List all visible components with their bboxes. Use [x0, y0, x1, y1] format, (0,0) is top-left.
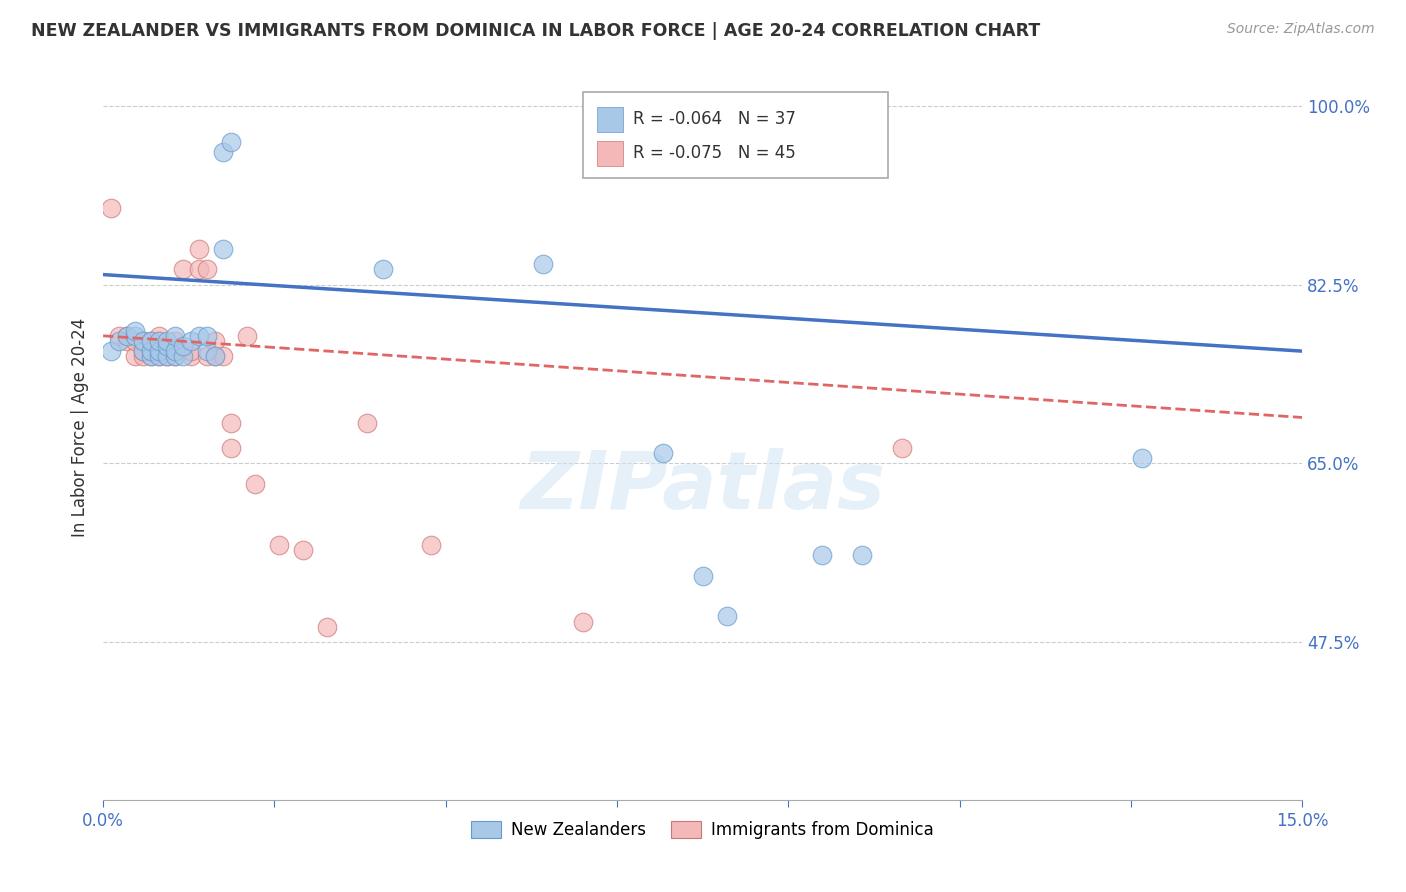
- Point: [124, 328, 146, 343]
- Point: [571, 615, 593, 629]
- Point: [195, 262, 218, 277]
- Point: [291, 543, 314, 558]
- Point: [139, 349, 162, 363]
- Point: [132, 344, 155, 359]
- Point: [188, 262, 211, 277]
- Point: [212, 145, 235, 160]
- Point: [195, 328, 218, 343]
- Point: [115, 334, 138, 348]
- Point: [1130, 451, 1153, 466]
- Point: [148, 334, 170, 348]
- Point: [124, 324, 146, 338]
- Point: [148, 349, 170, 363]
- Point: [356, 416, 378, 430]
- Point: [851, 548, 873, 562]
- Point: [811, 548, 834, 562]
- Point: [204, 349, 226, 363]
- Point: [108, 328, 131, 343]
- Point: [165, 334, 187, 348]
- Point: [132, 334, 155, 348]
- Point: [531, 257, 554, 271]
- Point: [219, 416, 242, 430]
- Text: NEW ZEALANDER VS IMMIGRANTS FROM DOMINICA IN LABOR FORCE | AGE 20-24 CORRELATION: NEW ZEALANDER VS IMMIGRANTS FROM DOMINIC…: [31, 22, 1040, 40]
- Point: [139, 344, 162, 359]
- Point: [172, 262, 194, 277]
- Point: [100, 344, 122, 359]
- Point: [156, 349, 179, 363]
- Point: [132, 344, 155, 359]
- Point: [180, 349, 202, 363]
- Point: [371, 262, 394, 277]
- Point: [132, 349, 155, 363]
- Point: [115, 328, 138, 343]
- Point: [188, 242, 211, 256]
- Point: [419, 538, 441, 552]
- Point: [139, 344, 162, 359]
- Point: [219, 441, 242, 455]
- Bar: [598, 107, 623, 131]
- Point: [148, 344, 170, 359]
- Point: [195, 344, 218, 359]
- Point: [172, 339, 194, 353]
- Point: [156, 334, 179, 348]
- Point: [148, 349, 170, 363]
- Point: [165, 344, 187, 359]
- Point: [267, 538, 290, 552]
- Point: [139, 334, 162, 348]
- Point: [132, 334, 155, 348]
- Point: [124, 349, 146, 363]
- Text: R = -0.075   N = 45: R = -0.075 N = 45: [633, 145, 796, 162]
- Point: [156, 339, 179, 353]
- Text: R = -0.064   N = 37: R = -0.064 N = 37: [633, 111, 796, 128]
- Point: [100, 201, 122, 215]
- Text: ZIPatlas: ZIPatlas: [520, 449, 886, 526]
- Point: [156, 339, 179, 353]
- Point: [180, 344, 202, 359]
- Point: [219, 135, 242, 149]
- Point: [243, 476, 266, 491]
- Point: [156, 344, 179, 359]
- Point: [236, 328, 259, 343]
- Point: [165, 349, 187, 363]
- Point: [148, 339, 170, 353]
- Point: [212, 242, 235, 256]
- Point: [165, 328, 187, 343]
- Point: [195, 349, 218, 363]
- Point: [165, 349, 187, 363]
- Point: [204, 349, 226, 363]
- Point: [115, 328, 138, 343]
- Point: [148, 344, 170, 359]
- Point: [316, 620, 339, 634]
- Bar: [598, 141, 623, 166]
- Point: [716, 609, 738, 624]
- Point: [139, 349, 162, 363]
- Point: [651, 446, 673, 460]
- Point: [139, 334, 162, 348]
- Point: [148, 328, 170, 343]
- Point: [124, 334, 146, 348]
- Point: [891, 441, 914, 455]
- Point: [139, 339, 162, 353]
- Y-axis label: In Labor Force | Age 20-24: In Labor Force | Age 20-24: [72, 318, 89, 537]
- Point: [165, 344, 187, 359]
- Point: [172, 349, 194, 363]
- Point: [188, 328, 211, 343]
- Legend: New Zealanders, Immigrants from Dominica: New Zealanders, Immigrants from Dominica: [464, 814, 941, 846]
- Point: [108, 334, 131, 348]
- Text: Source: ZipAtlas.com: Source: ZipAtlas.com: [1227, 22, 1375, 37]
- Point: [212, 349, 235, 363]
- Point: [204, 334, 226, 348]
- Point: [180, 334, 202, 348]
- Point: [148, 334, 170, 348]
- Point: [692, 568, 714, 582]
- Point: [156, 349, 179, 363]
- FancyBboxPatch shape: [582, 93, 889, 178]
